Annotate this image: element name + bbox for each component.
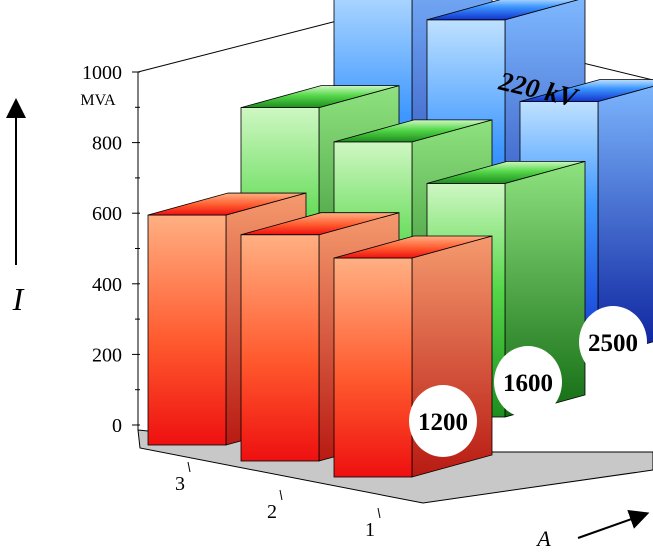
- series-label-circle: [494, 346, 562, 418]
- x-tick: [187, 461, 191, 473]
- bar-top: [426, 0, 579, 21]
- bar-front: [333, 257, 413, 478]
- series-labels: 1200 1600 2500: [409, 306, 647, 457]
- series-label: 2500: [588, 330, 638, 357]
- bar-top: [426, 160, 586, 184]
- x-tick: [279, 489, 283, 501]
- x-axis-label: A: [535, 526, 551, 551]
- series-label-circle: [409, 385, 477, 457]
- series-label: 1200: [418, 409, 468, 436]
- x-axis-arrow: [577, 509, 650, 539]
- bar-top: [519, 79, 653, 102]
- x-tick-label: 1: [365, 519, 375, 541]
- bars: [147, 0, 653, 478]
- y-tick-label: 600: [92, 203, 122, 225]
- bar-top: [333, 235, 493, 259]
- y-tick-label: 800: [92, 133, 122, 155]
- y-axis: 0 200 400 600 800 1000 3 2 1: [82, 62, 381, 541]
- bar-front: [147, 214, 227, 446]
- y-unit-label: MVA: [80, 92, 116, 109]
- y-axis-label: I: [12, 281, 25, 317]
- bar-top: [333, 119, 493, 143]
- y-tick-label: 1000: [82, 62, 122, 84]
- series-label: 1600: [503, 370, 553, 397]
- y-tick-label: 0: [112, 415, 122, 437]
- bar-top: [240, 85, 400, 108]
- y-tick-label: 400: [92, 274, 122, 296]
- bar-top: [240, 212, 400, 236]
- x-tick-label: 2: [267, 501, 277, 523]
- y-tick-label: 200: [92, 344, 122, 366]
- bar-top: [147, 192, 307, 216]
- x-tick: [377, 507, 381, 519]
- series-label-circle: [579, 306, 647, 378]
- bar-front: [240, 234, 320, 462]
- x-tick-label: 3: [175, 473, 185, 495]
